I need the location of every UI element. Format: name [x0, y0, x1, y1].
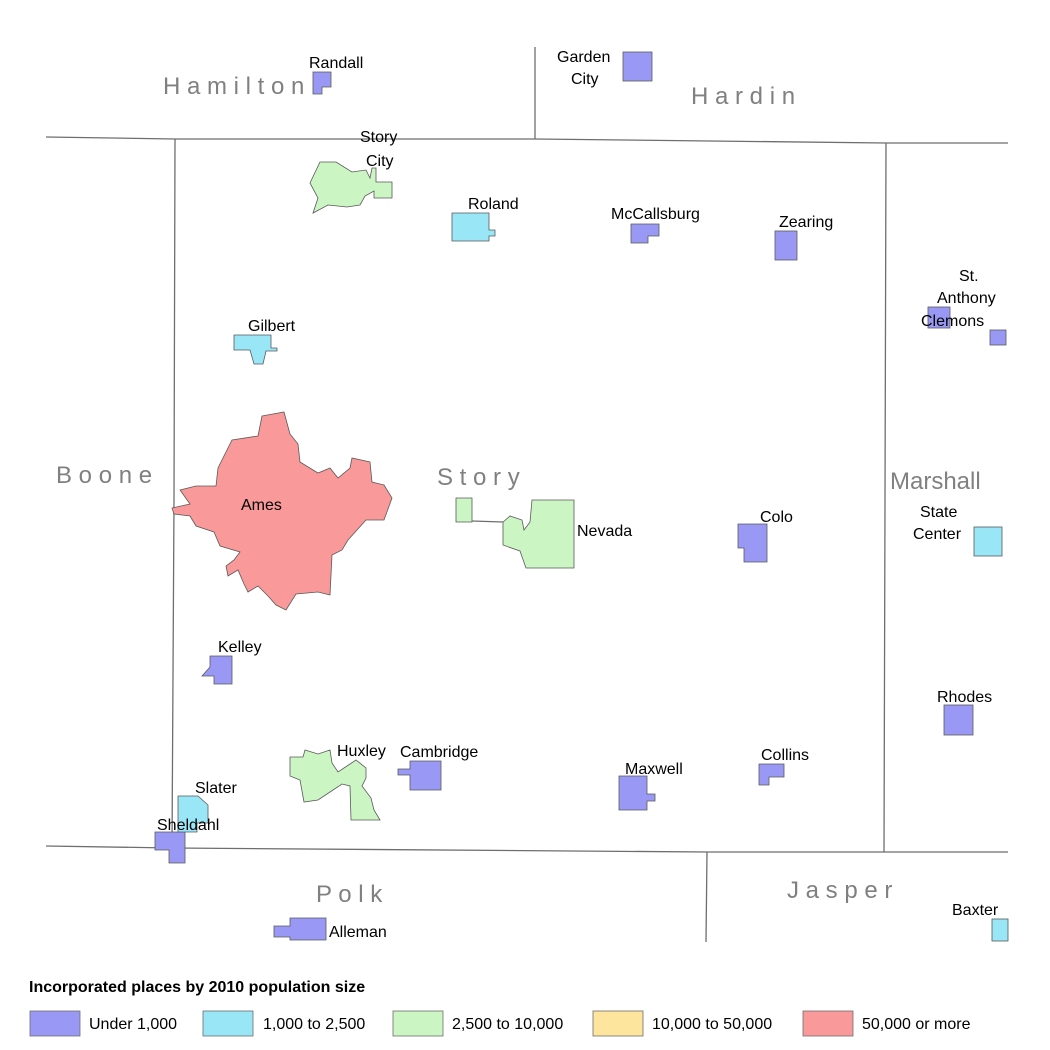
label-sheldahl: Sheldahl — [157, 817, 219, 834]
place-sheldahl[interactable] — [154, 831, 186, 864]
legend-title: Incorporated places by 2010 population s… — [29, 979, 365, 996]
place-polygons — [154, 51, 1009, 942]
county-label-marshall: Marshall — [890, 468, 981, 495]
place-nevada-west[interactable] — [455, 497, 473, 523]
label-maxwell: Maxwell — [625, 761, 683, 778]
county-label-polk: P o l k — [316, 881, 383, 908]
label-garden-city-1: Garden — [557, 49, 610, 66]
label-clemons: Clemons — [921, 313, 984, 330]
legend-label-1000-2500: 1,000 to 2,500 — [263, 1016, 365, 1033]
place-mccallsburg[interactable] — [630, 223, 660, 244]
label-baxter: Baxter — [952, 902, 999, 919]
label-gilbert: Gilbert — [248, 318, 296, 335]
place-cambridge[interactable] — [397, 760, 442, 791]
label-slater: Slater — [195, 780, 237, 797]
place-zearing[interactable] — [774, 230, 798, 261]
nevada-connector — [471, 520, 504, 523]
label-garden-city-2: City — [571, 71, 599, 88]
label-cambridge: Cambridge — [400, 744, 478, 761]
label-story-city-2: City — [366, 153, 394, 170]
place-st-anthony[interactable] — [927, 306, 951, 329]
legend-swatch-50000-plus — [802, 1010, 854, 1037]
label-ames: Ames — [241, 497, 282, 514]
county-label-hamilton: H a m i l t o n — [163, 73, 304, 100]
label-huxley: Huxley — [337, 743, 386, 760]
label-randall: Randall — [309, 55, 363, 72]
place-rhodes[interactable] — [943, 704, 974, 736]
label-story-city-1: Story — [360, 129, 397, 146]
county-label-story: S t o r y — [437, 464, 520, 491]
legend-label-10000-50000: 10,000 to 50,000 — [652, 1016, 772, 1033]
label-st-anthony-2: Anthony — [937, 290, 996, 307]
place-gilbert[interactable] — [233, 334, 278, 365]
legend-swatch-under-1000 — [29, 1010, 81, 1037]
legend: Incorporated places by 2010 population s… — [29, 979, 971, 1037]
legend-label-50000-plus: 50,000 or more — [862, 1016, 971, 1033]
label-st-anthony-1: St. — [959, 268, 979, 285]
label-colo: Colo — [760, 509, 793, 526]
place-alleman[interactable] — [273, 917, 327, 941]
place-state-center[interactable] — [973, 526, 1003, 557]
label-kelley: Kelley — [218, 639, 262, 656]
place-ames[interactable] — [171, 411, 393, 611]
place-kelley[interactable] — [201, 655, 233, 685]
place-randall[interactable] — [312, 71, 332, 95]
legend-label-2500-10000: 2,500 to 10,000 — [452, 1016, 563, 1033]
label-rhodes: Rhodes — [937, 689, 992, 706]
place-slater[interactable] — [177, 795, 209, 833]
story-east-boundary — [883, 142, 887, 853]
label-nevada: Nevada — [577, 523, 632, 540]
place-labels: Randall Garden City Story City Roland Mc… — [157, 49, 999, 941]
label-mccallsburg: McCallsburg — [611, 206, 700, 223]
label-zearing: Zearing — [779, 214, 833, 231]
place-maxwell[interactable] — [618, 775, 656, 811]
legend-swatch-1000-2500 — [202, 1010, 254, 1037]
county-boundaries — [45, 47, 1008, 943]
place-colo[interactable] — [737, 523, 768, 563]
legend-swatch-10000-50000 — [592, 1010, 644, 1037]
place-clemons[interactable] — [989, 329, 1007, 346]
label-alleman: Alleman — [329, 924, 387, 941]
polk-jasper-boundary — [705, 851, 708, 943]
county-labels: H a m i l t o n H a r d i n B o o n e S … — [56, 73, 981, 908]
label-collins: Collins — [761, 747, 809, 764]
legend-swatch-2500-10000 — [392, 1010, 444, 1037]
place-baxter[interactable] — [991, 918, 1009, 942]
label-roland: Roland — [468, 196, 519, 213]
story-south-boundary — [45, 845, 1008, 853]
place-huxley[interactable] — [289, 749, 381, 821]
place-roland[interactable] — [451, 212, 496, 242]
place-story-city[interactable] — [309, 161, 393, 214]
county-label-hardin: H a r d i n — [691, 83, 795, 110]
legend-label-under-1000: Under 1,000 — [89, 1016, 177, 1033]
place-garden-city[interactable] — [622, 51, 653, 82]
place-collins[interactable] — [758, 763, 785, 786]
story-west-boundary — [171, 138, 176, 849]
place-nevada[interactable] — [502, 499, 575, 569]
label-state-center-2: Center — [913, 526, 962, 543]
county-label-boone: B o o n e — [56, 462, 152, 489]
hamilton-south-boundary — [45, 136, 1008, 144]
county-label-jasper: J a s p e r — [787, 877, 892, 904]
label-state-center-1: State — [920, 504, 957, 521]
